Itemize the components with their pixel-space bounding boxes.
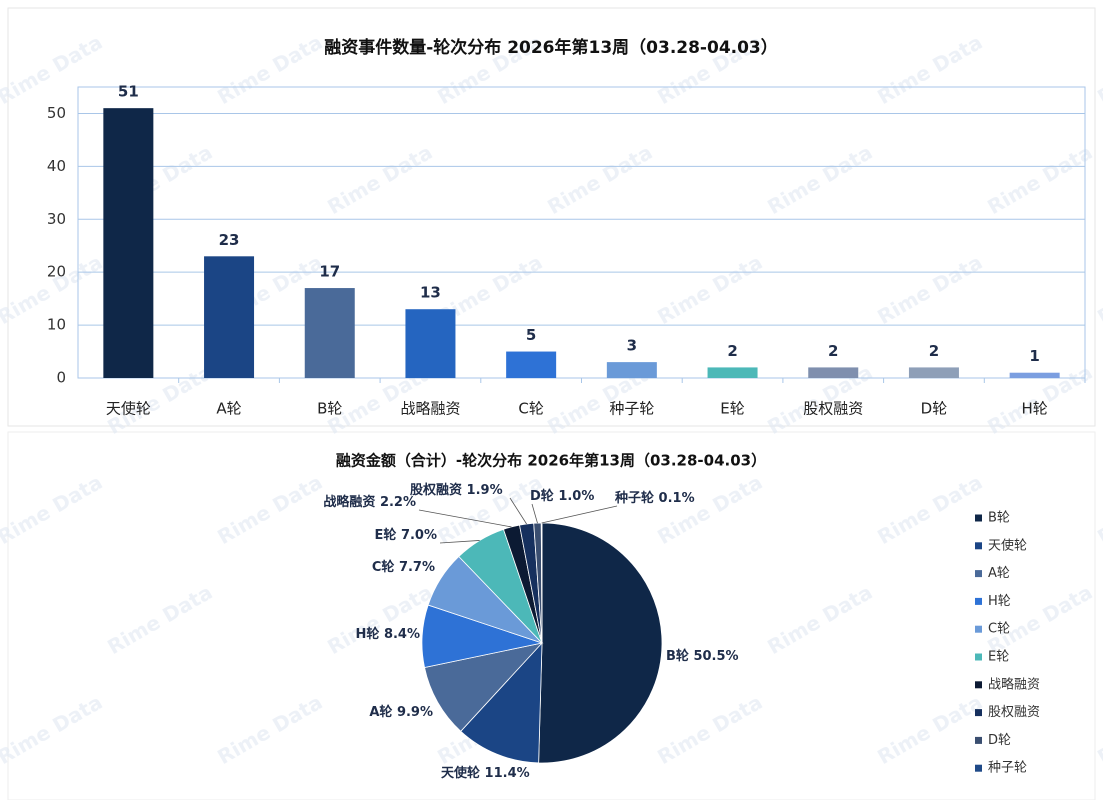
legend-swatch <box>975 681 982 689</box>
y-tick-label: 50 <box>47 104 66 122</box>
bar-title: 融资事件数量-轮次分布 2026年第13周（03.28-04.03） <box>324 37 778 58</box>
slice-label: 种子轮 0.1% <box>614 490 695 506</box>
slice-value: 0.1% <box>659 491 695 506</box>
y-tick-label: 40 <box>47 157 66 175</box>
value-label: 13 <box>420 284 441 302</box>
x-tick-label: C轮 <box>518 400 543 418</box>
bar <box>304 288 355 378</box>
legend-label: C轮 <box>988 622 1010 637</box>
slice-value: 7.7% <box>399 560 435 575</box>
slice-label: 天使轮 11.4% <box>441 765 530 781</box>
slice-value: 2.2% <box>380 495 416 510</box>
slice-value: 7.0% <box>401 528 437 543</box>
y-tick-label: 10 <box>47 316 66 334</box>
slice-category: H轮 <box>356 626 380 642</box>
x-tick-label: D轮 <box>921 400 948 418</box>
legend-label: 种子轮 <box>988 761 1027 776</box>
value-label: 5 <box>526 326 536 344</box>
slice-category: D轮 <box>530 488 554 504</box>
legend-swatch <box>975 736 982 744</box>
legend-label: 股权融资 <box>988 704 1040 720</box>
bar <box>506 351 557 378</box>
value-label: 17 <box>319 263 340 281</box>
x-tick-label: 股权融资 <box>803 400 863 418</box>
slice-category: 股权融资 <box>410 482 462 498</box>
legend-swatch <box>975 514 982 522</box>
slice-category: 天使轮 <box>441 765 480 781</box>
leader-line <box>541 505 618 524</box>
slice-category: A轮 <box>369 704 392 720</box>
value-label: 51 <box>118 83 139 101</box>
legend-swatch <box>975 653 982 661</box>
leader-line <box>439 540 480 544</box>
bar <box>808 367 859 378</box>
value-label: 3 <box>627 337 637 355</box>
slice-label: H轮 8.4% <box>356 626 420 642</box>
slice-category: 战略融资 <box>323 494 375 510</box>
slice-category: C轮 <box>372 559 395 575</box>
bar <box>707 367 758 378</box>
legend-swatch <box>975 625 982 633</box>
bar <box>204 256 255 378</box>
legend-label: D轮 <box>988 733 1011 748</box>
legend-swatch <box>975 709 982 717</box>
slice-category: B轮 <box>666 648 689 664</box>
pie-slice <box>460 641 543 764</box>
slice-label: A轮 9.9% <box>369 704 433 720</box>
x-tick-label: 天使轮 <box>106 400 151 418</box>
slice-label: E轮 7.0% <box>375 527 437 543</box>
bar <box>103 108 154 378</box>
slice-category: 种子轮 <box>614 490 654 506</box>
value-label: 1 <box>1029 347 1039 365</box>
bar <box>405 309 456 378</box>
value-label: 23 <box>219 231 240 249</box>
x-tick-label: 种子轮 <box>609 400 654 418</box>
slice-label: 战略融资 2.2% <box>323 494 416 510</box>
slice-label: C轮 7.7% <box>372 559 435 575</box>
slice-label: D轮 1.0% <box>530 488 594 504</box>
pie-title: 融资金额（合计）-轮次分布 2026年第13周（03.28-04.03） <box>336 452 766 470</box>
legend-swatch <box>975 597 982 605</box>
value-label: 2 <box>727 342 737 360</box>
legend-label: A轮 <box>988 566 1010 581</box>
leader-line <box>531 503 538 524</box>
x-tick-label: H轮 <box>1022 400 1048 418</box>
slice-label: 股权融资 1.9% <box>410 482 503 498</box>
y-tick-label: 30 <box>47 210 66 228</box>
slice-value: 50.5% <box>693 649 738 664</box>
value-label: 2 <box>828 342 838 360</box>
value-label: 2 <box>929 342 939 360</box>
legend-swatch <box>975 542 982 550</box>
leader-line <box>418 509 512 528</box>
bar <box>606 362 657 378</box>
x-tick-label: A轮 <box>216 400 241 418</box>
legend-swatch <box>975 764 982 772</box>
slice-label: B轮 50.5% <box>666 648 739 664</box>
legend-label: H轮 <box>988 594 1011 609</box>
y-tick-label: 20 <box>47 263 66 281</box>
legend-label: 战略融资 <box>988 676 1040 692</box>
legend-label: E轮 <box>988 650 1009 665</box>
pie-slice <box>424 642 544 732</box>
legend-label: B轮 <box>988 511 1010 526</box>
slice-value: 9.9% <box>397 705 433 720</box>
legend-swatch <box>975 570 982 578</box>
bar <box>908 367 959 378</box>
bar <box>1009 372 1060 378</box>
slice-value: 1.9% <box>467 483 503 498</box>
slice-value: 11.4% <box>485 766 530 781</box>
legend-label: 天使轮 <box>988 537 1027 553</box>
x-tick-label: B轮 <box>317 400 342 418</box>
y-tick-label: 0 <box>56 369 66 387</box>
slice-value: 8.4% <box>384 627 420 642</box>
pie-slice <box>538 522 663 764</box>
x-tick-label: 战略融资 <box>400 400 460 418</box>
x-tick-label: E轮 <box>720 400 744 418</box>
slice-category: E轮 <box>375 527 397 543</box>
leader-line <box>509 497 527 525</box>
slice-value: 1.0% <box>558 489 594 504</box>
